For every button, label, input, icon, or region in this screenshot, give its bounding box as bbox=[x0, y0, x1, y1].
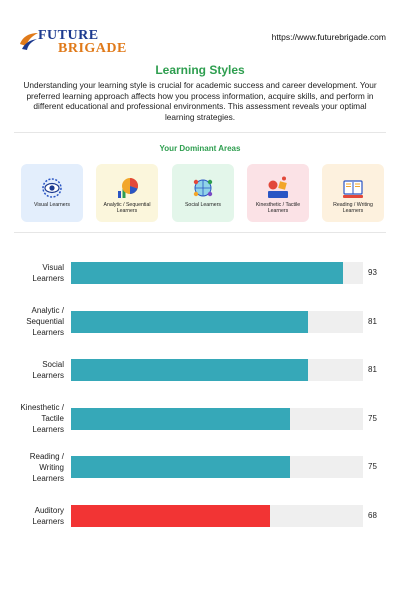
hands-on-icon bbox=[268, 176, 288, 198]
card-label: Reading / Writing Learners bbox=[333, 202, 373, 215]
bar bbox=[71, 504, 270, 527]
people-globe-icon bbox=[193, 179, 213, 197]
bar-value-label: 75 bbox=[368, 462, 377, 471]
bar-value-label: 93 bbox=[368, 268, 377, 277]
bar bbox=[71, 262, 343, 284]
bar-label: Auditory Learners bbox=[32, 505, 64, 526]
dominant-areas-heading: Your Dominant Areas bbox=[159, 144, 241, 153]
bar-label: Reading / Writing Learners bbox=[29, 451, 64, 483]
eye-icon bbox=[42, 178, 62, 198]
logo-text-line2: BRIGADE bbox=[58, 41, 127, 56]
dominant-area-card-visual: Visual Learners bbox=[21, 164, 83, 222]
bar-track bbox=[71, 504, 363, 527]
bar-label: Social Learners bbox=[32, 360, 64, 380]
bar-value-label: 75 bbox=[368, 413, 377, 423]
page-title: Learning Styles bbox=[155, 63, 245, 77]
bar bbox=[71, 310, 308, 333]
bar-value-label: 81 bbox=[368, 365, 377, 374]
logo-mark-icon bbox=[20, 33, 38, 50]
bar-track bbox=[71, 359, 363, 381]
logo-text-line1: FUTURE bbox=[38, 28, 99, 43]
bar bbox=[71, 456, 290, 478]
bar-label: Analytic / Sequential Learners bbox=[26, 306, 64, 337]
header: FUTURE BRIGADE https://www.futurebrigade… bbox=[0, 0, 400, 60]
bar-track bbox=[71, 407, 363, 430]
bar-track bbox=[71, 262, 363, 284]
intro-paragraph: Understanding your learning style is cru… bbox=[23, 80, 377, 122]
divider bbox=[14, 232, 386, 233]
bar-label: Visual Learners bbox=[32, 263, 64, 283]
dominant-area-card-social: Social Learners bbox=[172, 164, 234, 222]
bar-track bbox=[71, 456, 363, 478]
card-label: Analytic / Sequential Learners bbox=[103, 202, 151, 215]
bar-value-label: 68 bbox=[368, 510, 377, 520]
dominant-area-card-reading: Reading / Writing Learners bbox=[322, 164, 384, 222]
bar bbox=[71, 407, 290, 430]
divider bbox=[14, 132, 386, 133]
website-link[interactable]: https://www.futurebrigade.com bbox=[271, 32, 386, 42]
dominant-area-card-analytic: Analytic / Sequential Learners bbox=[96, 164, 158, 222]
future-brigade-logo[interactable]: FUTURE BRIGADE bbox=[18, 28, 136, 56]
card-label: Visual Learners bbox=[34, 202, 70, 208]
book-reader-icon bbox=[343, 180, 363, 198]
card-label: Social Learners bbox=[184, 202, 222, 208]
bar-label: Kinesthetic / Tactile Learners bbox=[20, 403, 64, 434]
bar bbox=[71, 359, 308, 381]
bar-value-label: 81 bbox=[368, 316, 377, 326]
card-label: Kinesthetic / Tactile Learners bbox=[255, 202, 301, 215]
pie-chart-icon bbox=[118, 178, 139, 198]
bar-track bbox=[71, 310, 363, 333]
dominant-area-card-kinesthetic: Kinesthetic / Tactile Learners bbox=[247, 164, 309, 222]
